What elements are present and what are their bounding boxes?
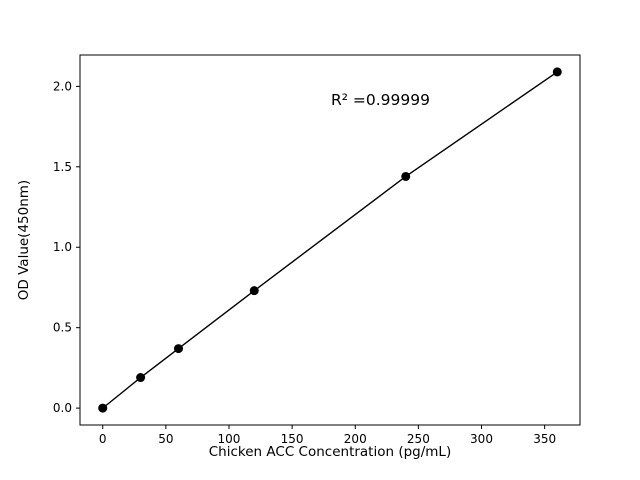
x-tick-label: 50	[158, 432, 173, 446]
data-point	[173, 344, 183, 354]
x-tick-label: 100	[218, 432, 241, 446]
data-point	[552, 67, 562, 77]
y-axis-ticks: 0.0 0.5 1.0 1.5 2.0	[53, 79, 80, 415]
x-tick-label: 0	[99, 432, 107, 446]
trend-line	[102, 71, 558, 409]
y-tick-label: 0.0	[53, 401, 72, 415]
y-tick-label: 2.0	[53, 79, 72, 93]
x-tick-label: 150	[281, 432, 304, 446]
x-tick-label: 350	[533, 432, 556, 446]
y-tick-label: 1.0	[53, 240, 72, 254]
x-axis-ticks: 0 50 100 150 200 250 300 350	[99, 425, 556, 446]
data-point	[98, 403, 108, 413]
x-axis-label: Chicken ACC Concentration (pg/mL)	[209, 444, 451, 460]
x-tick-label: 250	[407, 432, 430, 446]
plot-border	[79, 54, 581, 426]
data-points	[98, 67, 562, 413]
data-point	[401, 171, 411, 181]
y-axis-label: OD Value(450nm)	[16, 180, 32, 300]
y-tick-label: 0.5	[53, 321, 72, 335]
data-point	[136, 373, 146, 383]
data-point	[249, 286, 259, 296]
x-tick-label: 200	[344, 432, 367, 446]
r-squared-annotation: R² =0.99999	[331, 91, 430, 109]
x-tick-label: 300	[470, 432, 493, 446]
y-tick-label: 1.5	[53, 160, 72, 174]
